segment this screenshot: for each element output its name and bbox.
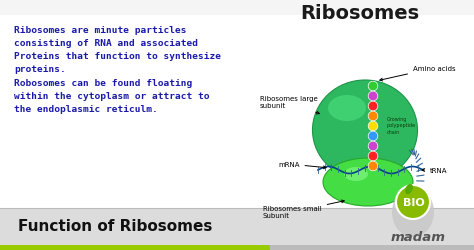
- Text: Function of Ribosomes: Function of Ribosomes: [18, 219, 212, 234]
- Text: Ribosomes small
Subunit: Ribosomes small Subunit: [263, 200, 344, 219]
- Ellipse shape: [312, 81, 418, 180]
- Circle shape: [368, 82, 378, 92]
- Bar: [0, 0, 474, 16]
- Circle shape: [368, 152, 378, 161]
- Text: madam: madam: [391, 230, 446, 243]
- Bar: [0, 0, 474, 208]
- Text: Robosomes can be found floating
within the cytoplasm or attract to
the endoplasm: Robosomes can be found floating within t…: [14, 79, 210, 113]
- Circle shape: [368, 162, 378, 171]
- Text: Amino acids: Amino acids: [380, 66, 456, 82]
- Text: Ribosomes are minute particles
consisting of RNA and associated
Proteins that fu: Ribosomes are minute particles consistin…: [14, 26, 221, 73]
- Text: Ribosomes large
subunit: Ribosomes large subunit: [260, 96, 319, 114]
- Text: mRNA: mRNA: [278, 161, 326, 169]
- Ellipse shape: [323, 158, 413, 206]
- Bar: [0, 245, 270, 250]
- Circle shape: [368, 142, 378, 151]
- Bar: [270, 245, 474, 250]
- Text: Ribosomes: Ribosomes: [301, 4, 419, 23]
- Ellipse shape: [344, 167, 368, 181]
- Text: BIO: BIO: [403, 197, 425, 207]
- Ellipse shape: [405, 184, 413, 194]
- Text: Growing
polypeptide
chain: Growing polypeptide chain: [387, 117, 416, 134]
- Circle shape: [368, 132, 378, 141]
- Circle shape: [368, 102, 378, 111]
- Bar: [0, 208, 474, 250]
- Text: tRNA: tRNA: [422, 167, 447, 173]
- Circle shape: [368, 112, 378, 121]
- Ellipse shape: [392, 187, 434, 237]
- Circle shape: [396, 185, 430, 219]
- Circle shape: [368, 92, 378, 102]
- Circle shape: [368, 122, 378, 131]
- Ellipse shape: [328, 96, 366, 122]
